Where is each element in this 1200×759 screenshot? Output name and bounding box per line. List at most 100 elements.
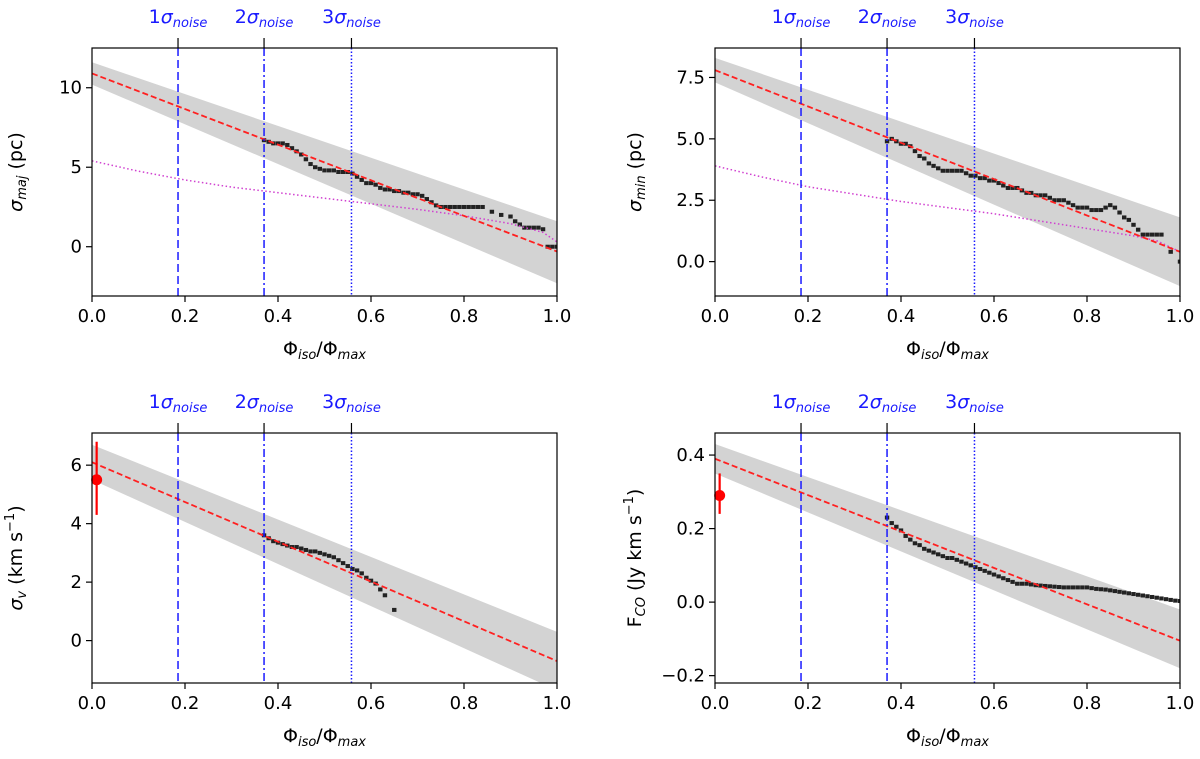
- data-point: [1061, 198, 1066, 203]
- data-point: [554, 244, 557, 249]
- data-point: [1070, 203, 1076, 208]
- y-tick-label: 0.0: [676, 592, 705, 613]
- data-point: [1042, 583, 1048, 588]
- data-point: [982, 176, 987, 181]
- marker-point: [91, 474, 103, 486]
- data-point: [898, 141, 904, 146]
- y-tick-label: 0.4: [676, 445, 705, 466]
- data-point: [940, 168, 946, 173]
- x-tick-label: 0.0: [78, 693, 107, 714]
- noise-label-2sigma: 2σnoise: [235, 6, 294, 31]
- plot-area: [715, 57, 1180, 287]
- y-tick-label: 6: [71, 455, 82, 476]
- x-tick-label: 0.6: [980, 693, 1009, 714]
- panel-sigma_min: 1σnoise 2σnoise 3σnoise 0.0 0.2 0.4 0.6 0.8 1.0 0…: [624, 6, 1194, 363]
- y-tick-label: 0.2: [676, 519, 705, 540]
- data-point: [1056, 585, 1062, 590]
- data-point: [1140, 593, 1145, 598]
- y-tick-label: 10: [59, 78, 82, 99]
- axes-frame: [714, 47, 1181, 297]
- fit-line: [715, 69, 1180, 253]
- data-point: [991, 178, 997, 183]
- data-point: [1159, 232, 1164, 237]
- y-tick-label: 2.5: [676, 190, 705, 211]
- data-point: [489, 209, 495, 214]
- data-point: [1103, 205, 1108, 210]
- data-point: [1098, 208, 1104, 213]
- data-point: [303, 157, 309, 162]
- data-point: [1066, 585, 1071, 590]
- x-tick-label: 0.8: [450, 693, 479, 714]
- x-tick-label: 0.4: [264, 306, 293, 327]
- data-point: [522, 225, 527, 230]
- data-point: [996, 574, 1001, 579]
- x-tick-label: 0.8: [450, 306, 479, 327]
- data-point: [917, 154, 922, 159]
- data-point: [350, 171, 355, 176]
- data-point: [299, 152, 304, 157]
- data-point: [1084, 585, 1090, 590]
- data-point: [903, 533, 908, 538]
- x-tick-label: 0.6: [357, 693, 386, 714]
- data-point: [447, 204, 453, 209]
- data-point: [275, 141, 281, 146]
- data-point: [452, 204, 457, 209]
- x-tick-label: 0.2: [794, 693, 823, 714]
- data-point: [280, 141, 285, 146]
- data-point: [1089, 586, 1094, 591]
- data-point: [1070, 585, 1076, 590]
- data-point: [959, 559, 964, 564]
- data-point: [1145, 232, 1150, 237]
- data-point: [1089, 208, 1094, 213]
- data-point: [1052, 584, 1057, 589]
- data-point: [550, 244, 555, 249]
- data-point: [1098, 587, 1104, 592]
- data-point: [1112, 589, 1118, 594]
- data-point: [954, 557, 959, 562]
- data-point: [415, 192, 420, 197]
- data-point: [977, 176, 983, 181]
- data-point: [1173, 598, 1178, 603]
- data-point: [1019, 581, 1025, 586]
- data-point: [1094, 208, 1099, 213]
- data-point: [294, 545, 299, 550]
- data-point: [545, 244, 550, 249]
- x-axis-label: Φiso/Φmax: [906, 725, 989, 750]
- data-point: [1126, 591, 1132, 596]
- confidence-band: [92, 444, 557, 683]
- x-tick-label: 0.6: [980, 306, 1009, 327]
- data-point: [419, 193, 425, 198]
- data-point: [1135, 227, 1141, 232]
- data-point: [382, 593, 388, 598]
- data-point: [1029, 190, 1034, 195]
- data-point: [903, 141, 908, 146]
- data-point: [1122, 215, 1127, 220]
- plot-area: [92, 62, 557, 284]
- data-point: [987, 570, 992, 575]
- plot-area: [92, 444, 557, 683]
- data-point: [991, 572, 997, 577]
- x-tick-label: 0.0: [701, 306, 730, 327]
- data-point: [1038, 583, 1043, 588]
- data-point: [1149, 232, 1155, 237]
- data-point: [289, 146, 295, 151]
- y-tick-label: 5.0: [676, 129, 705, 150]
- y-tick-label: 4: [71, 514, 82, 535]
- data-point: [1149, 594, 1155, 599]
- data-point: [1029, 582, 1034, 587]
- data-point: [336, 170, 341, 174]
- data-point: [433, 203, 439, 208]
- data-point: [410, 192, 416, 197]
- data-point: [1163, 597, 1169, 602]
- data-point: [382, 187, 388, 192]
- axes-frame: [91, 432, 558, 684]
- data-point: [973, 173, 978, 178]
- noise-label-3sigma: 3σnoise: [945, 6, 1004, 31]
- data-point: [973, 565, 978, 570]
- y-tick-label: −0.2: [661, 666, 705, 687]
- data-point: [536, 225, 541, 230]
- data-point: [898, 528, 904, 533]
- data-point: [963, 561, 969, 566]
- data-point: [364, 575, 369, 580]
- data-point: [378, 587, 383, 592]
